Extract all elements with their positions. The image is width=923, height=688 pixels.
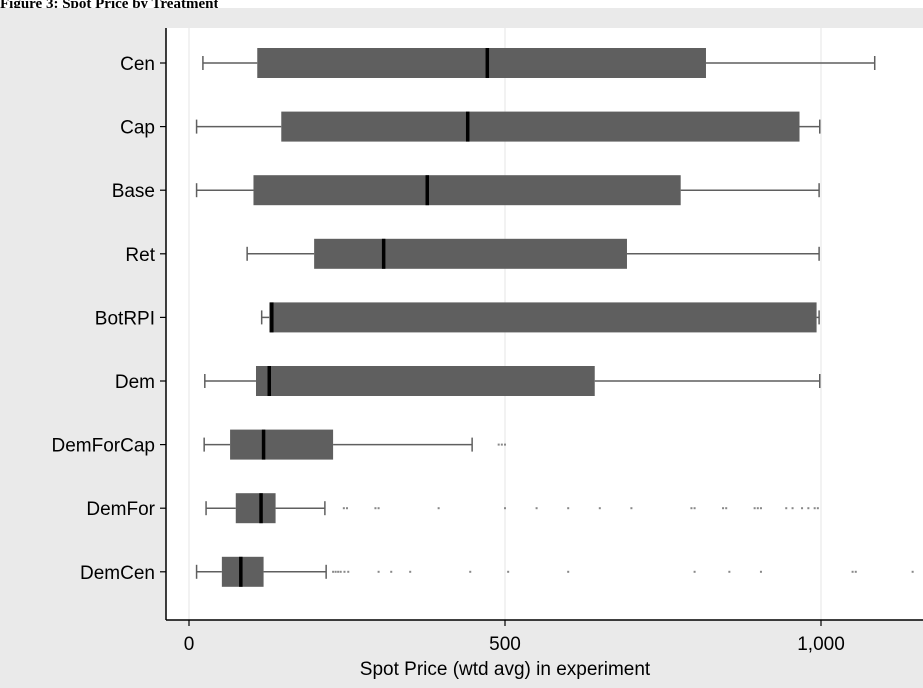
outlier-point — [377, 507, 380, 510]
outlier-point — [504, 443, 506, 446]
outlier-point — [693, 570, 696, 573]
y-tick-label: Ret — [125, 245, 155, 266]
outlier-point — [390, 570, 393, 573]
outlier-point — [791, 507, 794, 510]
outlier-point — [693, 507, 696, 510]
median-line — [425, 175, 430, 206]
outlier-point — [504, 507, 506, 510]
x-axis-title: Spot Price (wtd avg) in experiment — [360, 659, 651, 680]
y-tick-labels: Cen Cap Base Ret BotRPI Dem DemForCap DemFor Dem… — [52, 54, 166, 584]
outlier-point — [598, 507, 601, 510]
y-tick-label: Base — [112, 181, 155, 202]
box-iqr — [257, 48, 706, 78]
outlier-point — [725, 507, 728, 510]
outlier-point — [339, 570, 342, 573]
median-line — [270, 302, 274, 333]
outlier-point — [690, 507, 693, 510]
outlier-point — [500, 443, 503, 446]
x-tick-label: 1,000 — [797, 634, 845, 655]
outlier-point — [756, 507, 759, 510]
outlier-point — [347, 570, 350, 573]
outlier-point — [816, 507, 819, 510]
box-iqr — [253, 175, 681, 206]
y-tick-label: Cap — [120, 118, 155, 139]
median-line — [381, 238, 386, 269]
outlier-point — [437, 507, 440, 510]
outlier-point — [346, 507, 348, 510]
median-line — [267, 366, 272, 396]
box-iqr — [221, 556, 264, 587]
boxes — [195, 48, 914, 587]
median-line — [465, 111, 470, 142]
box-iqr — [230, 429, 334, 460]
outlier-point — [377, 570, 380, 573]
outlier-point — [728, 570, 731, 573]
outlier-point — [342, 507, 345, 510]
outlier-point — [332, 570, 335, 573]
outlier-point — [813, 507, 816, 510]
median-line — [239, 556, 243, 587]
outlier-point — [497, 443, 500, 446]
outlier-point — [567, 570, 570, 573]
x-tick-label: 0 — [184, 634, 195, 655]
outlier-point — [854, 570, 857, 573]
median-line — [259, 493, 263, 524]
outlier-point — [801, 507, 804, 510]
outlier-point — [409, 570, 412, 573]
y-tick-label: DemFor — [86, 499, 155, 520]
outlier-point — [469, 570, 472, 573]
y-tick-label: Cen — [120, 54, 155, 75]
outlier-point — [334, 570, 337, 573]
box-iqr — [255, 366, 595, 396]
box-iqr — [314, 238, 627, 269]
outlier-point — [343, 570, 346, 573]
outlier-point — [785, 507, 788, 510]
outlier-point — [337, 570, 340, 573]
outlier-point — [374, 507, 377, 510]
outlier-point — [851, 570, 854, 573]
outlier-point — [759, 507, 762, 510]
box-iqr — [281, 111, 800, 142]
outlier-point — [535, 507, 538, 510]
outlier-point — [911, 570, 914, 573]
y-tick-label: BotRPI — [95, 308, 155, 329]
median-line — [261, 429, 266, 460]
box-iqr — [269, 302, 817, 333]
y-tick-label: Dem — [115, 372, 155, 393]
outlier-point — [753, 507, 756, 510]
outlier-point — [759, 570, 762, 573]
page-title: Figure 3: Spot Price by Treatment — [0, 0, 219, 8]
outlier-point — [567, 507, 570, 510]
x-tick-label: 500 — [489, 634, 521, 655]
x-tick-labels: 0 500 1,000 — [184, 620, 845, 655]
y-tick-label: DemCen — [80, 563, 155, 584]
outlier-point — [722, 507, 725, 510]
y-tick-label: DemForCap — [52, 436, 155, 457]
outlier-point — [807, 507, 810, 510]
outlier-point — [630, 507, 633, 510]
outlier-point — [507, 570, 510, 573]
box-iqr — [235, 493, 276, 524]
median-line — [485, 48, 490, 78]
